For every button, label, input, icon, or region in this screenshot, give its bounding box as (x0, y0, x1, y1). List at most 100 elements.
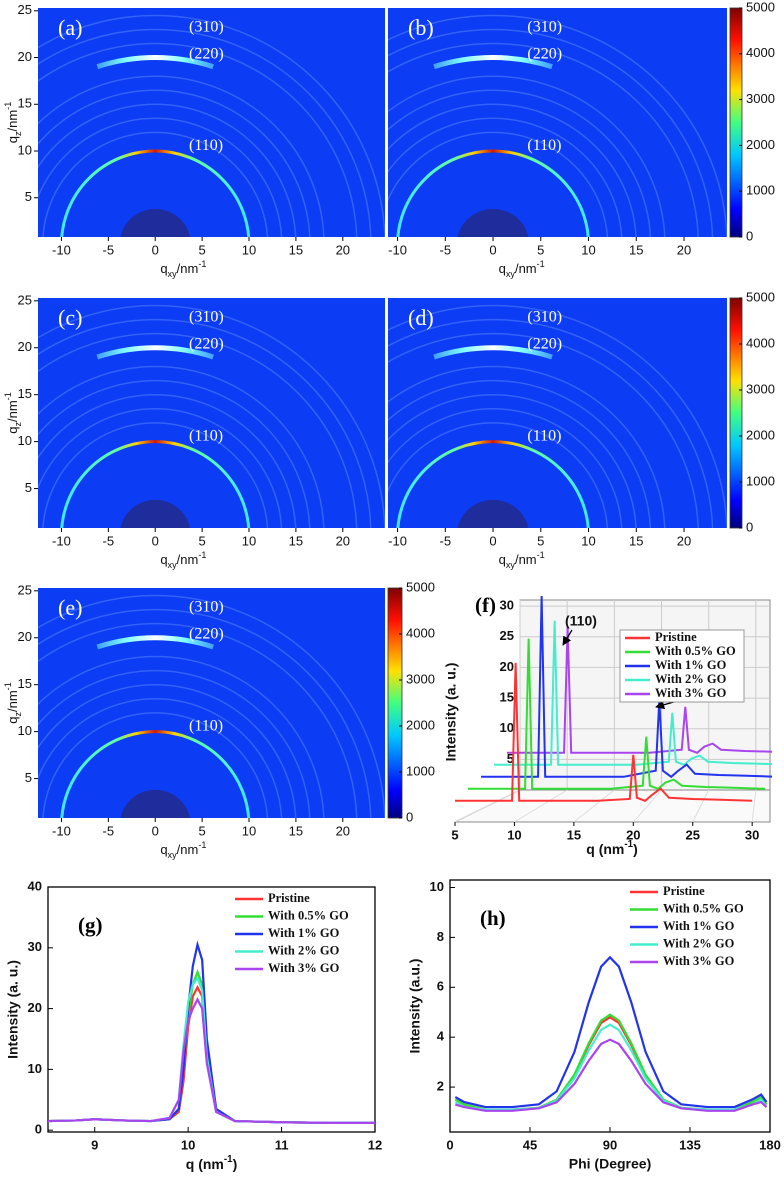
y-axis-label-part: -1 (3, 392, 13, 400)
y-tick-label: 10 (500, 720, 514, 735)
x-axis-label-part: xy (506, 269, 516, 279)
diffraction-pattern (388, 304, 727, 528)
faint-ring (388, 332, 699, 528)
x-tick-label: 5 (199, 242, 206, 257)
x-axis-label-part: /nm (515, 552, 537, 567)
ring-220 (96, 345, 214, 360)
y-tick-label: 20 (28, 1000, 42, 1015)
peak-annotation: (310) (527, 18, 562, 35)
faint-ring (38, 304, 385, 528)
colorbar-tick-label: 5000 (746, 0, 775, 14)
peak-annotation: (220) (527, 45, 562, 62)
colorbar-tick-label: 1000 (746, 183, 775, 198)
x-axis-label-part: ) (233, 1156, 238, 1172)
panel-label: (b) (408, 15, 434, 40)
y-tick-label: 2 (437, 1079, 444, 1094)
series-line (455, 1038, 768, 1112)
colorbar (729, 297, 743, 529)
x-axis-label-part: q (499, 261, 506, 276)
colorbar-tick-label: 3000 (746, 91, 775, 106)
ring-110 (60, 730, 251, 818)
floor-grid-line (751, 789, 757, 823)
map-background (388, 8, 727, 237)
faint-ring (42, 422, 269, 528)
y-tick-label: 20 (18, 629, 32, 644)
x-tick-label: 15 (289, 242, 303, 257)
y-tick-label: 30 (28, 939, 42, 954)
x-tick-label: 20 (336, 533, 350, 548)
y-tick-label: 4 (437, 1029, 445, 1044)
faint-ring (388, 365, 666, 528)
x-axis-label-part: -1 (224, 1154, 233, 1165)
x-tick-label: -10 (52, 242, 71, 257)
panel-label: (a) (58, 15, 82, 40)
x-axis-label-part: -1 (624, 839, 633, 850)
y-tick-label: 20 (18, 339, 32, 354)
series-line (481, 595, 772, 779)
beam-stop (120, 499, 190, 528)
y-tick-label: 15 (18, 676, 32, 691)
y-tick-label: 15 (500, 690, 514, 705)
x-tick-label: 0 (446, 1137, 453, 1152)
x-axis-label-part: xy (168, 269, 178, 279)
y-tick-label: 10 (430, 879, 444, 894)
faint-ring (388, 89, 652, 237)
y-tick-label: 30 (500, 598, 514, 613)
y-tick-label: 40 (28, 878, 42, 893)
legend-label: With 2% GO (268, 943, 340, 957)
y-axis-label-part: q (5, 717, 20, 724)
x-tick-label: 15 (567, 827, 581, 842)
faint-ring (38, 393, 297, 528)
x-axis-label-part: q (nm (586, 841, 624, 857)
x-tick-label: -5 (440, 242, 452, 257)
colorbar-tick-label: 2000 (746, 137, 775, 152)
peak-annotation: (110) (189, 718, 223, 735)
ring-220 (96, 635, 214, 650)
faint-ring (38, 698, 283, 818)
y-tick-label: 10 (18, 142, 32, 157)
x-tick-label: 30 (745, 827, 759, 842)
x-axis-label-part: ) (633, 841, 638, 857)
y-tick-label: 5 (25, 770, 32, 785)
x-tick-label: -10 (388, 533, 407, 548)
floor-grid-line (692, 789, 710, 823)
x-tick-label: 10 (507, 827, 521, 842)
y-axis-label-part: z (13, 712, 23, 717)
faint-ring (388, 42, 699, 237)
ring-110 (60, 149, 251, 237)
y-axis-label: qz/nm-1 (3, 392, 23, 434)
y-tick-label: 25 (18, 292, 32, 307)
y-tick-label: 5 (25, 189, 32, 204)
series-line (494, 620, 772, 766)
series-line (454, 955, 768, 1109)
x-tick-label: 5 (537, 242, 544, 257)
floor-grid-line (514, 789, 568, 823)
peak-annotation: (310) (189, 18, 224, 35)
x-axis-label: q (nm-1) (186, 1154, 238, 1172)
x-tick-label: -5 (103, 242, 115, 257)
panel-label: (f) (475, 593, 496, 617)
y-axis-label-part: z (13, 422, 23, 427)
peak-annotation: (310) (189, 598, 224, 615)
faint-ring (38, 379, 311, 528)
x-tick-label: -10 (52, 533, 71, 548)
colorbar-tick-label: 1000 (406, 763, 435, 778)
faint-ring (38, 622, 358, 818)
x-tick-label: 20 (336, 823, 350, 838)
faint-ring (388, 379, 652, 528)
faint-ring (388, 117, 623, 237)
x-tick-label: 0 (152, 242, 159, 257)
x-tick-label: -5 (103, 533, 115, 548)
x-tick-label: 10 (181, 1137, 195, 1152)
floor (454, 789, 771, 823)
map-background (38, 8, 385, 237)
x-tick-label: 20 (677, 242, 691, 257)
y-axis-label-part: q (5, 427, 20, 434)
faint-ring (388, 422, 609, 528)
x-axis-label-part: /nm (515, 261, 537, 276)
y-axis-label: Intensity (a.u.) (407, 959, 423, 1054)
legend-label: With 0.5% GO (663, 901, 744, 915)
peak-annotation: (310) (189, 308, 224, 325)
peak-annotation: (220) (189, 336, 224, 353)
